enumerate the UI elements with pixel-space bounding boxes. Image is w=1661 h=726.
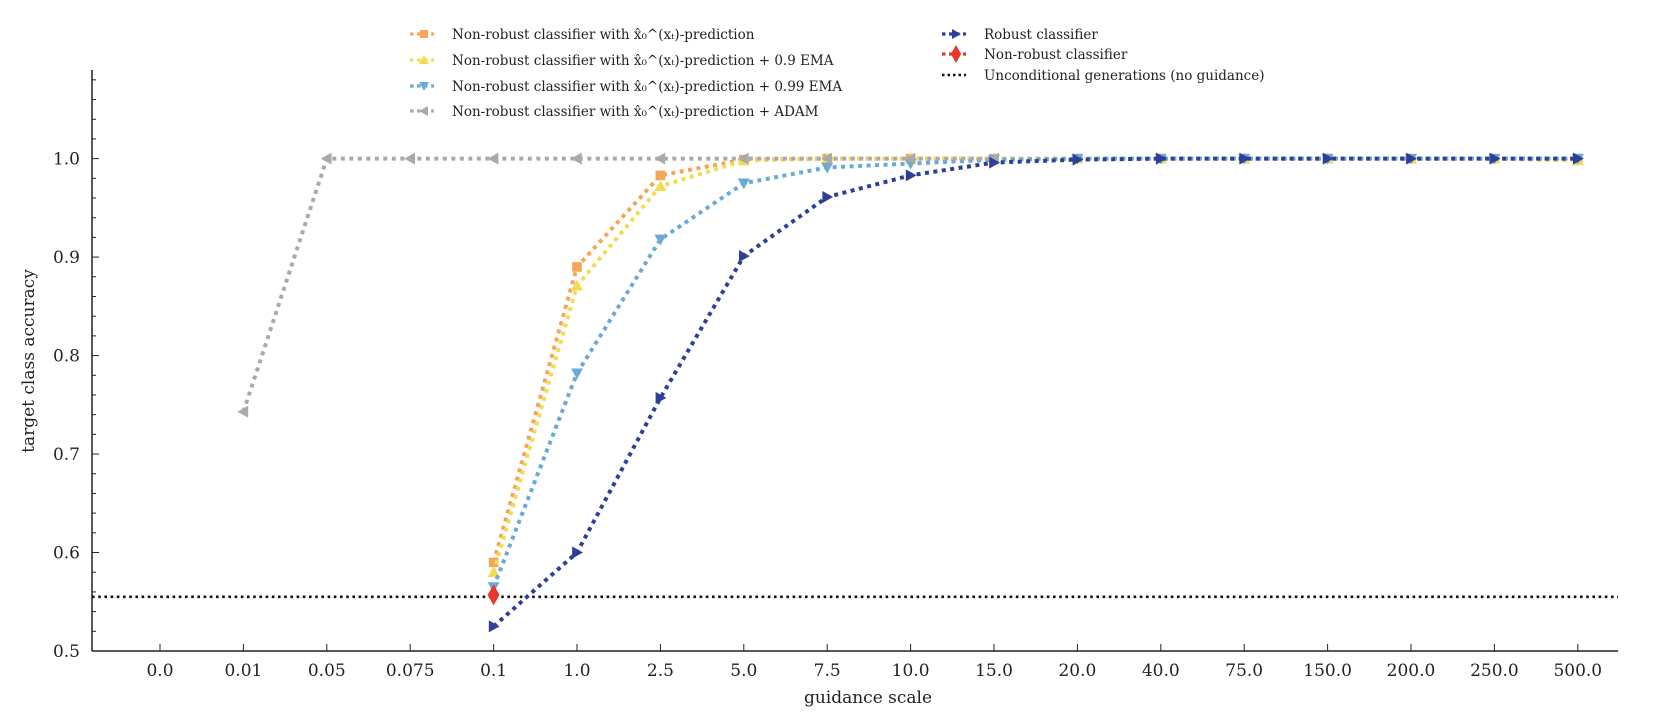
data-point	[1072, 153, 1084, 166]
data-point	[1239, 152, 1251, 165]
legend-marker	[950, 45, 962, 63]
data-point	[571, 368, 583, 380]
x-tick-label: 200.0	[1387, 661, 1436, 681]
legend-marker	[419, 106, 428, 116]
data-point	[822, 191, 834, 204]
data-point	[404, 152, 415, 165]
legend-entry: Non-robust classifier with x̂₀^(xₜ)-pred…	[410, 104, 819, 120]
x-tick-label: 2.5	[647, 661, 674, 681]
y-tick-label: 0.6	[53, 544, 80, 564]
y-tick-label: 0.9	[53, 248, 80, 268]
data-point	[487, 566, 500, 578]
legend-label: Unconditional generations (no guidance)	[984, 68, 1264, 84]
legend-entry: Unconditional generations (no guidance)	[942, 68, 1264, 84]
data-point	[320, 152, 332, 165]
data-point	[1156, 152, 1167, 165]
series-line	[491, 156, 1578, 563]
data-point	[487, 152, 499, 165]
data-point	[737, 178, 750, 190]
legend-label: Non-robust classifier	[984, 47, 1128, 63]
legend-entry: Robust classifier	[942, 27, 1098, 43]
legend-marker	[419, 55, 429, 64]
y-tick-label: 1.0	[53, 150, 80, 170]
data-point	[487, 584, 500, 606]
x-tick-label: 250.0	[1470, 661, 1519, 681]
legend-entry: Non-robust classifier with x̂₀^(xₜ)-pred…	[410, 79, 842, 95]
data-point	[904, 152, 916, 165]
data-point	[739, 250, 750, 263]
y-tick-label: 0.5	[53, 642, 80, 662]
x-tick-label: 0.075	[386, 661, 435, 681]
legend-entry: Non-robust classifier	[942, 45, 1128, 63]
data-point	[654, 234, 667, 246]
legend-marker	[420, 30, 428, 38]
series-line	[241, 156, 994, 413]
series-3	[237, 152, 999, 418]
x-tick-label: 20.0	[1058, 661, 1096, 681]
data-point	[654, 152, 666, 165]
x-axis-label: guidance scale	[804, 688, 932, 708]
data-point	[737, 152, 749, 165]
legend-label: Non-robust classifier with x̂₀^(xₜ)-pred…	[452, 53, 834, 69]
data-point	[655, 170, 666, 181]
data-point	[1322, 152, 1334, 165]
data-point	[821, 152, 832, 165]
y-tick-label: 0.7	[53, 445, 80, 465]
x-tick-label: 0.05	[308, 661, 346, 681]
legend-label: Non-robust classifier with x̂₀^(xₜ)-pred…	[452, 79, 842, 95]
data-point	[821, 162, 834, 174]
data-point	[572, 546, 583, 559]
legend-label: Non-robust classifier with x̂₀^(xₜ)-pred…	[452, 27, 755, 43]
data-point	[905, 169, 917, 182]
x-tick-label: 0.1	[480, 661, 507, 681]
legend: Non-robust classifier with x̂₀^(xₜ)-pred…	[410, 27, 1264, 120]
axes: 0.5 0.6 0.7 0.8 0.9 1.0 0.0 0.01 0.05 0.075 0.1 1.0…	[53, 70, 1618, 681]
x-tick-label: 500.0	[1553, 661, 1602, 681]
data-point	[571, 152, 582, 165]
plot-area	[92, 152, 1618, 633]
x-tick-label: 150.0	[1303, 661, 1352, 681]
series-line	[491, 156, 1578, 573]
series-2	[487, 153, 1584, 593]
y-tick-label: 0.8	[53, 347, 80, 367]
data-point	[655, 391, 667, 404]
legend-marker	[952, 29, 961, 39]
series-1	[487, 152, 1584, 578]
data-point	[488, 620, 500, 633]
legend-entry: Non-robust classifier with x̂₀^(xₜ)-pred…	[410, 27, 755, 43]
series-4	[488, 152, 1584, 633]
x-tick-label: 5.0	[730, 661, 757, 681]
legend-entry: Non-robust classifier with x̂₀^(xₜ)-pred…	[410, 53, 834, 69]
x-tick-label: 40.0	[1142, 661, 1180, 681]
data-point	[654, 180, 667, 191]
x-tick-label: 0.0	[146, 661, 173, 681]
x-tick-label: 10.0	[892, 661, 930, 681]
x-tick-label: 7.5	[814, 661, 841, 681]
series-line	[491, 156, 1578, 588]
y-axis-label: target class accuracy	[19, 269, 39, 453]
data-point	[571, 279, 583, 291]
x-tick-label: 15.0	[975, 661, 1013, 681]
data-point	[1573, 152, 1584, 165]
data-point	[1489, 152, 1501, 165]
series-5	[487, 584, 500, 606]
x-tick-label: 1.0	[563, 661, 590, 681]
legend-label: Non-robust classifier with x̂₀^(xₜ)-pred…	[452, 104, 819, 120]
legend-label: Robust classifier	[984, 27, 1098, 43]
data-point	[1406, 152, 1417, 165]
series-0	[488, 153, 1583, 568]
data-point	[572, 262, 582, 272]
x-tick-label: 75.0	[1225, 661, 1263, 681]
x-tick-label: 0.01	[224, 661, 262, 681]
series-line	[492, 156, 1578, 628]
legend-marker	[419, 82, 429, 91]
data-point	[488, 557, 499, 568]
data-point	[989, 156, 1000, 169]
data-point	[237, 405, 249, 418]
